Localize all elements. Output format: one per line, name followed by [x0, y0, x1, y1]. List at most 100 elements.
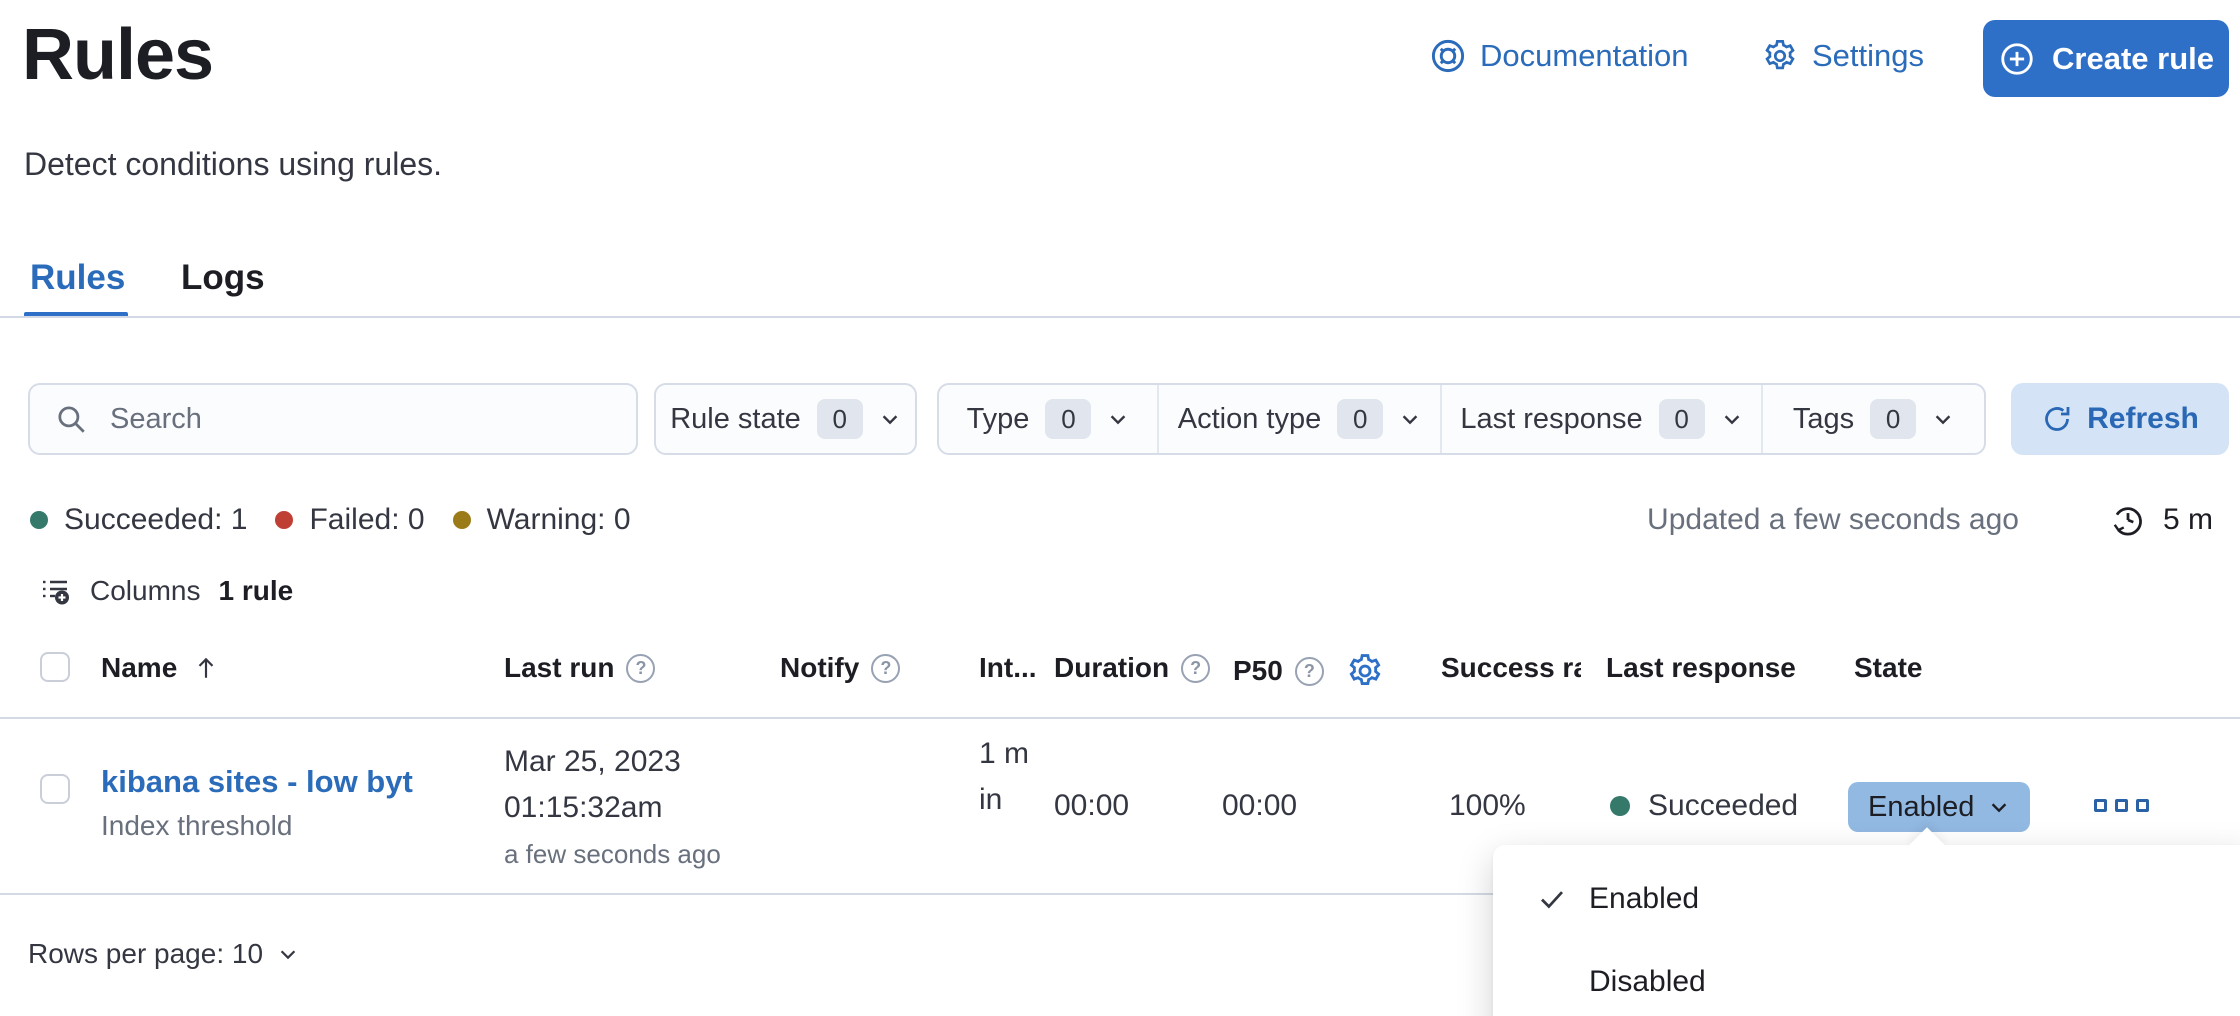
succeeded-count: Succeeded: 1 — [64, 503, 248, 536]
last-response-count: 0 — [1658, 399, 1705, 439]
last-response-filter[interactable]: Last response 0 — [1442, 385, 1763, 453]
search-input[interactable] — [108, 401, 552, 437]
column-header-duration[interactable]: Duration ? — [1054, 652, 1211, 684]
documentation-icon — [1430, 38, 1466, 74]
column-header-p50[interactable]: P50 ? — [1233, 652, 1384, 690]
columns-icon — [40, 575, 72, 607]
column-settings-gear-icon[interactable] — [1346, 652, 1384, 690]
question-circle-icon: ? — [626, 653, 656, 683]
refresh-clock-icon[interactable] — [2111, 503, 2145, 537]
search-icon — [54, 402, 88, 436]
sort-ascending-icon — [193, 655, 219, 681]
state-menu-popover: Enabled Disabled — [1493, 827, 2240, 1016]
popover-arrow — [1907, 827, 1947, 867]
chevron-down-icon — [879, 408, 901, 430]
column-header-last-response[interactable]: Last response — [1606, 652, 1796, 683]
warning-dot — [452, 511, 471, 529]
type-filter[interactable]: Type 0 — [939, 385, 1159, 453]
updated-text: Updated a few seconds ago — [1647, 503, 2019, 536]
tab-logs[interactable]: Logs — [181, 258, 265, 297]
refresh-interval-value[interactable]: 5 m — [2162, 503, 2213, 536]
row-actions-more-icon[interactable] — [2094, 799, 2149, 812]
warning-count: Warning: 0 — [486, 503, 631, 536]
last-response-value: Succeeded — [1648, 789, 1799, 822]
documentation-link[interactable]: Documentation — [1430, 38, 1689, 74]
rule-name-link[interactable]: kibana sites - low byt — [101, 764, 413, 799]
create-rule-button[interactable]: Create rule — [1983, 20, 2229, 97]
tags-filter[interactable]: Tags 0 — [1763, 385, 1984, 453]
active-tab-underline — [24, 312, 128, 318]
column-header-last-run[interactable]: Last run ? — [504, 652, 656, 684]
notify-header-label: Notify — [780, 652, 860, 683]
last-run-header-label: Last run — [504, 652, 615, 683]
columns-button[interactable]: Columns — [90, 575, 201, 606]
check-slot-empty — [1537, 967, 1567, 997]
search-field[interactable] — [28, 383, 638, 455]
rule-count: 1 rule — [218, 575, 294, 606]
success-rate-cell: 100% — [1449, 789, 1526, 822]
state-badge-label: Enabled — [1868, 790, 1975, 823]
page-title: Rules — [22, 15, 214, 95]
succeeded-health-dot — [1610, 796, 1630, 816]
chevron-down-icon — [277, 943, 299, 965]
column-header-interval[interactable]: Int... — [979, 652, 1037, 683]
documentation-label: Documentation — [1480, 38, 1689, 73]
tags-count: 0 — [1870, 399, 1917, 439]
chevron-down-icon — [1988, 796, 2010, 818]
column-header-success-rate[interactable]: Success rat — [1441, 652, 1581, 683]
rows-per-page-label: Rows per page: 10 — [28, 938, 264, 969]
rule-state-label: Rule state — [670, 402, 801, 435]
type-label: Type — [966, 402, 1030, 435]
p50-cell: 00:00 — [1222, 789, 1298, 822]
tab-rules[interactable]: Rules — [30, 258, 126, 297]
chevron-down-icon — [1721, 408, 1743, 430]
columns-toolbar: Columns 1 rule — [40, 575, 293, 607]
last-run-time: 01:15:32am — [504, 791, 663, 824]
table-row-divider — [0, 893, 2240, 895]
failed-dot — [275, 511, 294, 529]
last-run-relative: a few seconds ago — [504, 839, 721, 869]
question-circle-icon: ? — [1294, 656, 1324, 686]
name-header-label: Name — [101, 652, 178, 683]
rule-state-filter[interactable]: Rule state 0 — [654, 383, 917, 455]
menu-item-enabled-label: Enabled — [1589, 882, 1700, 915]
plus-circle-icon — [1998, 40, 2036, 78]
refresh-label: Refresh — [2087, 402, 2199, 435]
table-header-divider — [0, 717, 2240, 719]
chevron-down-icon — [1399, 408, 1421, 430]
rule-type-label: Index threshold — [101, 810, 293, 841]
row-checkbox[interactable] — [40, 774, 70, 804]
refresh-icon — [2041, 403, 2073, 435]
menu-item-enabled[interactable]: Enabled — [1493, 870, 2240, 928]
question-circle-icon: ? — [871, 653, 901, 683]
status-summary: Succeeded: 1 Failed: 0 Warning: 0 — [30, 503, 631, 537]
gear-icon — [1762, 38, 1798, 74]
column-header-notify[interactable]: Notify ? — [780, 652, 901, 684]
interval-cell: 1 min — [979, 737, 1030, 816]
action-type-label: Action type — [1177, 402, 1322, 435]
page-description: Detect conditions using rules. — [24, 146, 442, 182]
column-header-name[interactable]: Name — [101, 652, 219, 684]
menu-item-disabled-label: Disabled — [1589, 965, 1706, 998]
settings-link[interactable]: Settings — [1762, 38, 1924, 74]
question-circle-icon: ? — [1181, 653, 1211, 683]
last-run-date: Mar 25, 2023 — [504, 745, 681, 778]
select-all-checkbox[interactable] — [40, 652, 70, 682]
check-icon — [1537, 884, 1567, 914]
p50-header-label: P50 — [1233, 655, 1283, 686]
updated-status: Updated a few seconds ago 5 m — [1647, 503, 2213, 537]
menu-item-disabled[interactable]: Disabled — [1493, 953, 2240, 1011]
state-dropdown-badge[interactable]: Enabled — [1848, 782, 2031, 832]
filter-group: Type 0 Action type 0 Last response 0 Tag… — [937, 383, 1986, 455]
action-type-filter[interactable]: Action type 0 — [1159, 385, 1442, 453]
refresh-button[interactable]: Refresh — [2011, 383, 2229, 455]
chevron-down-icon — [1107, 408, 1129, 430]
tags-label: Tags — [1792, 402, 1855, 435]
duration-header-label: Duration — [1054, 652, 1170, 683]
action-type-count: 0 — [1337, 399, 1384, 439]
last-response-cell: Succeeded — [1610, 789, 1798, 823]
duration-cell: 00:00 — [1054, 789, 1130, 822]
column-header-state[interactable]: State — [1854, 652, 1923, 683]
rows-per-page-dropdown[interactable]: Rows per page: 10 — [28, 938, 299, 970]
